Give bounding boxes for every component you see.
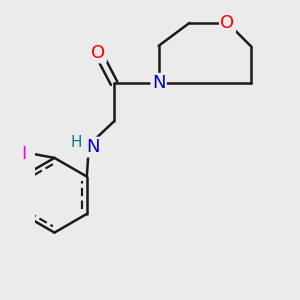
Text: I: I (22, 145, 27, 163)
Text: H: H (70, 135, 82, 150)
Text: N: N (152, 74, 165, 92)
Text: N: N (86, 138, 99, 156)
Text: O: O (220, 14, 235, 32)
Text: O: O (91, 44, 105, 62)
